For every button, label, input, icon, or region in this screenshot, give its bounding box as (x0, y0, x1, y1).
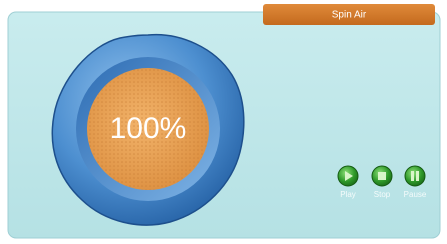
dial-label: 100% (110, 112, 187, 145)
button-circle (405, 166, 425, 186)
stop-button[interactable]: Stop (372, 166, 392, 199)
title: Spin Air (332, 10, 367, 21)
button-label: Play (340, 190, 356, 199)
pause-icon (416, 171, 419, 181)
play-button[interactable]: Play (338, 166, 358, 199)
button-label: Pause (404, 190, 427, 199)
pause-icon (411, 171, 414, 181)
player-widget: Spin Air 100% Play Stop Pause (0, 0, 447, 244)
stop-icon (378, 172, 386, 180)
button-label: Stop (374, 190, 391, 199)
